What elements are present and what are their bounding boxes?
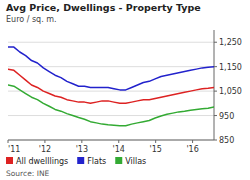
series-line [8,47,214,90]
x-tick [81,140,82,143]
series-line [8,85,214,126]
legend-label: Villas [125,157,146,166]
x-tick-label: '16 [186,145,198,154]
x-tick [118,140,119,143]
chart: Avg Price, Dwellings - Property Type Euro… [0,0,250,180]
x-tick-label: '14 [113,145,125,154]
y-tick-label: 950 [219,112,234,121]
legend-swatch [6,157,13,164]
grid [8,42,214,140]
grid-line [8,140,214,141]
y-tick-label: 1,250 [219,38,242,47]
annotation: Source: INE [6,169,49,178]
y-tick-label: 850 [219,136,234,145]
x-tick-label: '12 [39,145,51,154]
grid-line [8,115,214,116]
legend-label: Flats [87,157,106,166]
grid-line [8,42,214,43]
legend: All dwelllings Flats Villas [6,157,146,166]
y-tick-label: 1,150 [219,63,242,72]
series-line [8,69,214,103]
x-tick-label: '11 [8,145,20,154]
x-tick [192,140,193,143]
x-tick [155,140,156,143]
x-tick [8,140,9,143]
grid-line [8,66,214,67]
lines [8,47,214,126]
x-tick [44,140,45,143]
x-tick-label: '13 [76,145,88,154]
y-tick-label: 1,050 [219,87,242,96]
subtitle: Euro / sq. m. [6,15,57,24]
legend-swatch [77,157,84,164]
x-axis-line [8,140,214,141]
grid-line [8,91,214,92]
legend-label: All dwelllings [16,157,68,166]
legend-swatch [115,157,122,164]
x-tick-label: '15 [149,145,161,154]
y-axis-line [214,30,215,140]
title: Avg Price, Dwellings - Property Type [6,2,201,13]
